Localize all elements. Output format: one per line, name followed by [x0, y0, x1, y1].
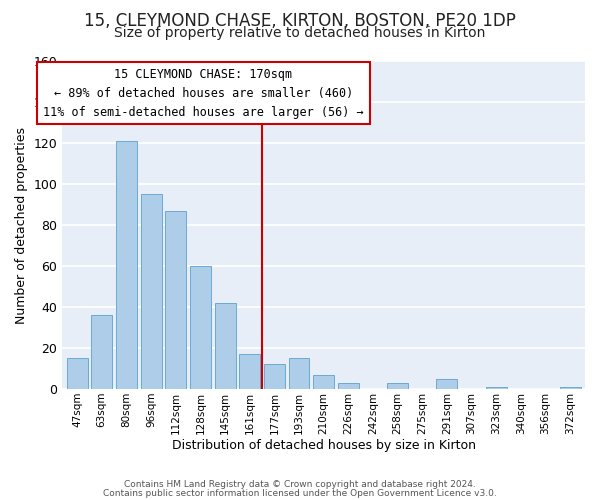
- Bar: [190, 266, 211, 389]
- Bar: [165, 210, 186, 389]
- Text: Contains HM Land Registry data © Crown copyright and database right 2024.: Contains HM Land Registry data © Crown c…: [124, 480, 476, 489]
- Bar: [313, 374, 334, 389]
- Bar: [264, 364, 285, 389]
- Bar: [387, 383, 408, 389]
- Bar: [91, 315, 112, 389]
- Bar: [289, 358, 310, 389]
- Bar: [67, 358, 88, 389]
- Bar: [116, 141, 137, 389]
- Bar: [215, 303, 236, 389]
- X-axis label: Distribution of detached houses by size in Kirton: Distribution of detached houses by size …: [172, 440, 476, 452]
- Bar: [436, 379, 457, 389]
- Bar: [239, 354, 260, 389]
- Y-axis label: Number of detached properties: Number of detached properties: [15, 126, 28, 324]
- Text: 15, CLEYMOND CHASE, KIRTON, BOSTON, PE20 1DP: 15, CLEYMOND CHASE, KIRTON, BOSTON, PE20…: [84, 12, 516, 30]
- Text: 15 CLEYMOND CHASE: 170sqm
← 89% of detached houses are smaller (460)
11% of semi: 15 CLEYMOND CHASE: 170sqm ← 89% of detac…: [43, 68, 364, 118]
- Text: Contains public sector information licensed under the Open Government Licence v3: Contains public sector information licen…: [103, 489, 497, 498]
- Bar: [338, 383, 359, 389]
- Bar: [140, 194, 161, 389]
- Bar: [560, 387, 581, 389]
- Bar: [486, 387, 507, 389]
- Text: Size of property relative to detached houses in Kirton: Size of property relative to detached ho…: [115, 26, 485, 40]
